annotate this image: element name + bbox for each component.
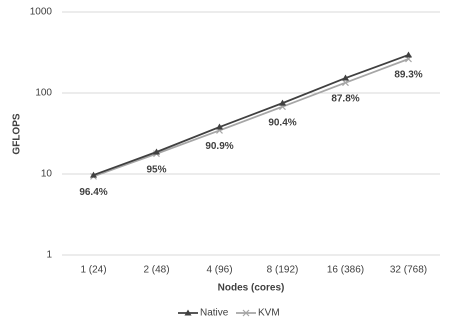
data-point [279,99,286,106]
x-tick-label: 4 (96) [206,265,232,276]
legend-marker [242,309,250,317]
y-tick-label: 10 [41,169,53,180]
y-axis-label: GFLOPS [12,113,23,154]
x-tick-label: 1 (24) [80,265,106,276]
y-tick-label: 100 [35,88,52,99]
x-axis-label: Nodes (cores) [218,283,285,294]
legend-label: KVM [258,308,280,319]
data-point [342,74,349,81]
x-tick-label: 2 (48) [143,265,169,276]
data-point [90,171,97,178]
legend-label: Native [200,308,229,319]
data-point [216,123,223,130]
x-tick-label: 16 (386) [327,265,364,276]
data-annotation: 90.9% [205,141,233,152]
y-tick-label: 1 [46,250,52,261]
data-annotation: 90.4% [268,117,296,128]
data-annotation: 89.3% [394,70,422,81]
data-annotation: 87.8% [331,93,359,104]
data-point [153,148,160,155]
y-tick-label: 1000 [30,7,53,18]
x-tick-label: 32 (768) [390,265,427,276]
x-tick-label: 8 (192) [267,265,299,276]
series-line [93,54,409,176]
data-point [405,51,412,58]
legend-marker [184,309,192,316]
series-line [93,58,409,178]
data-annotation: 96.4% [79,187,107,198]
data-annotation: 95% [146,164,166,175]
data-point [342,79,349,87]
